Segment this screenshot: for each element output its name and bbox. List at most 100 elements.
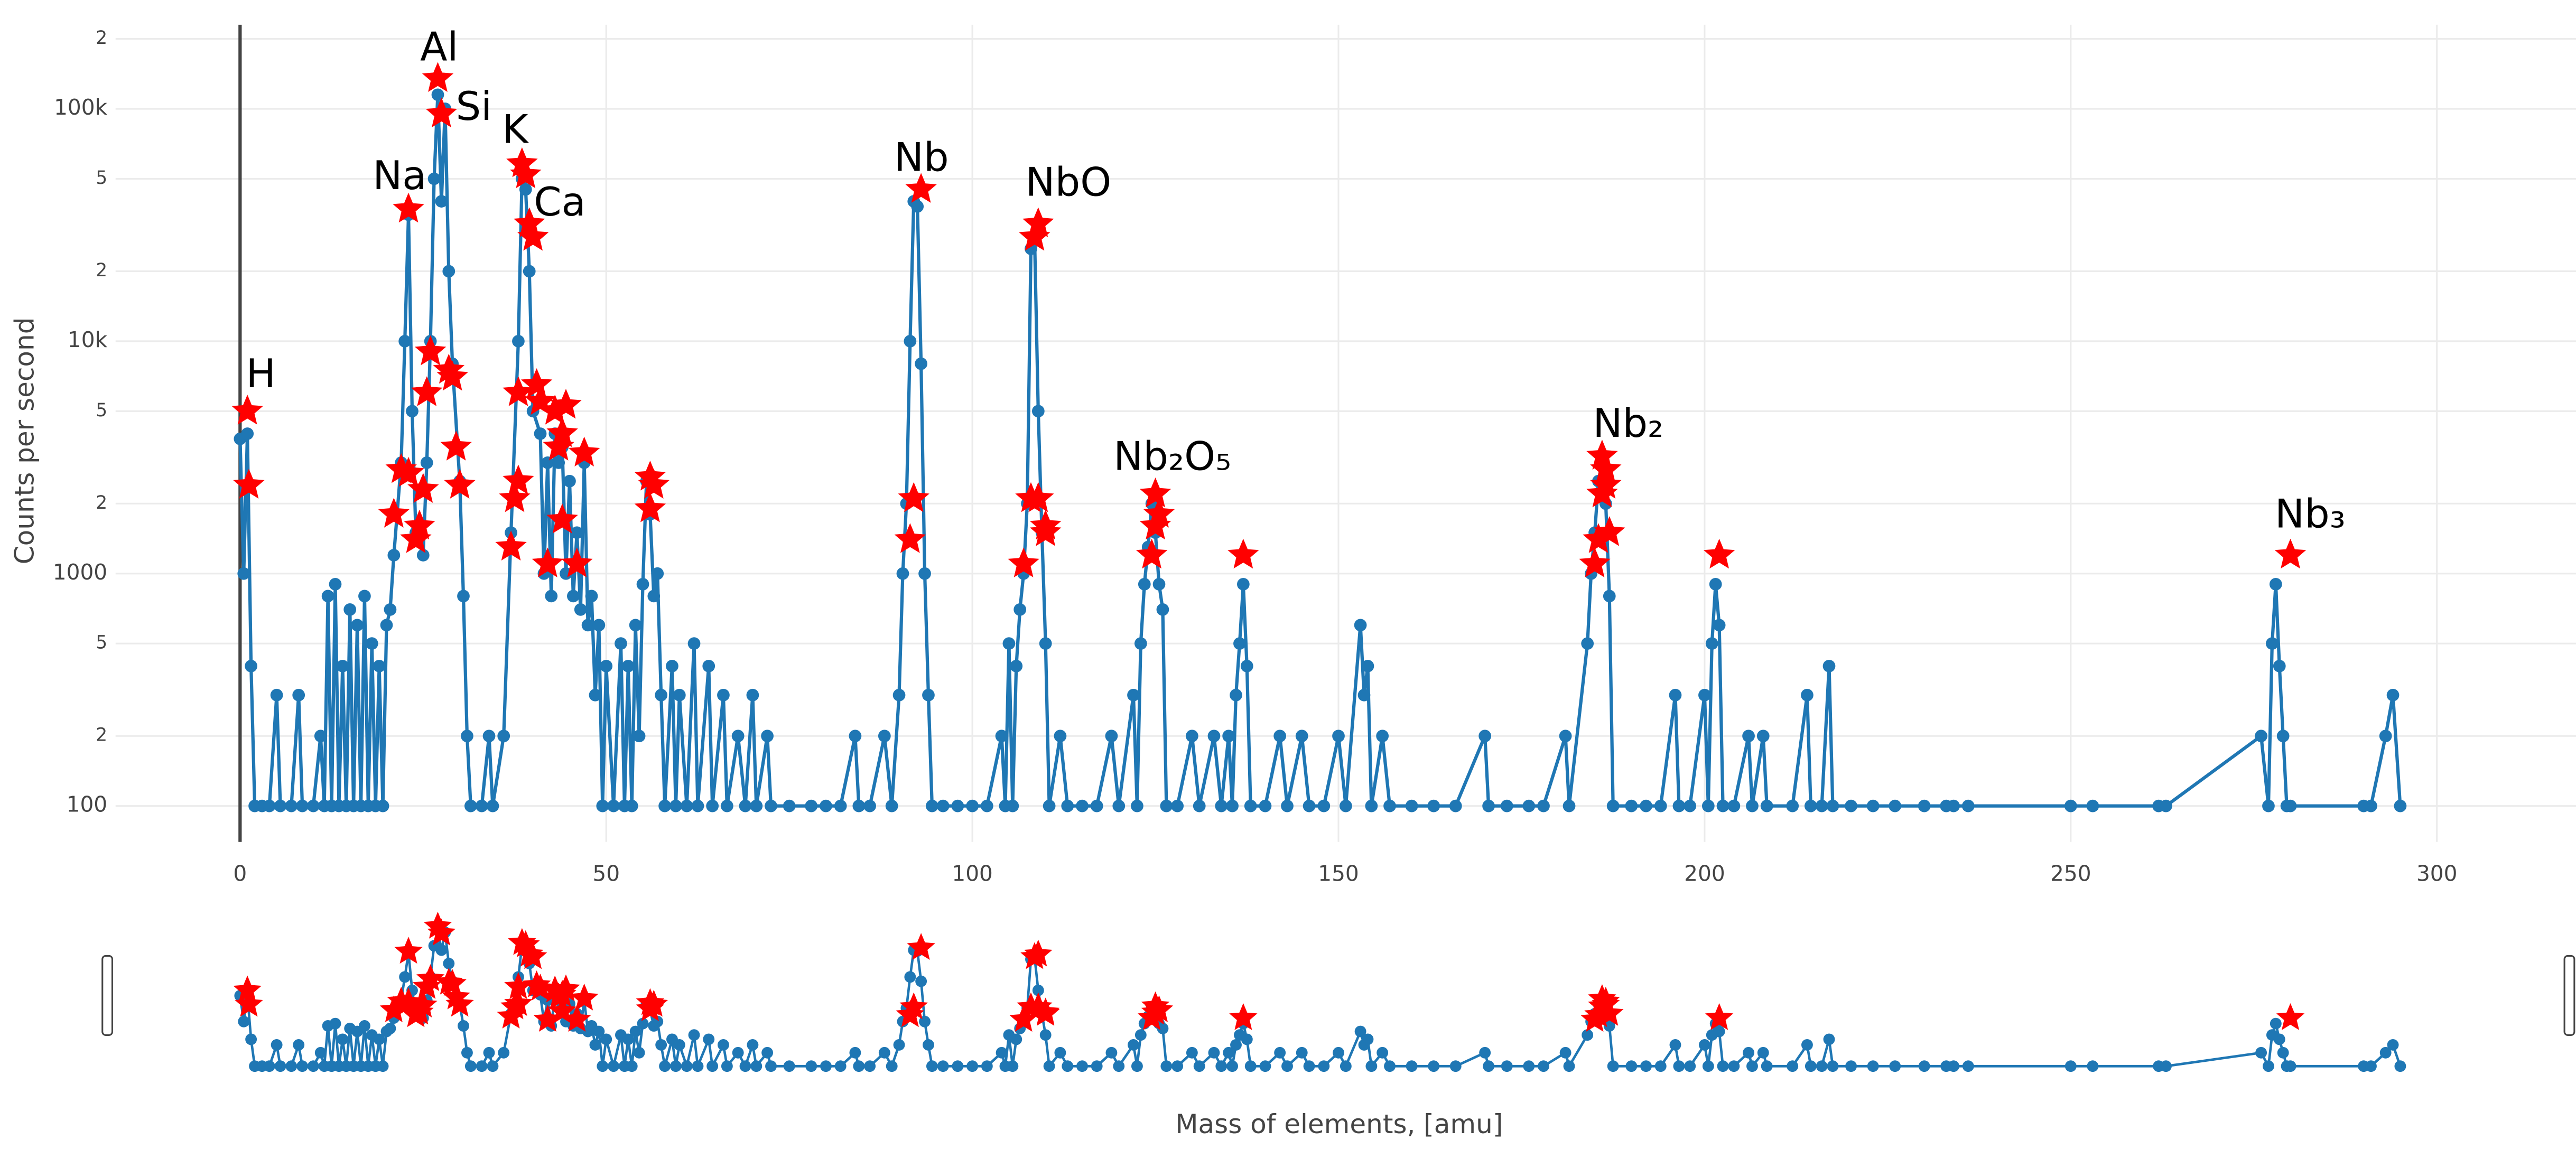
- data-point: [285, 799, 298, 812]
- data-point: [461, 730, 473, 743]
- data-point: [1717, 1060, 1729, 1072]
- data-point: [615, 637, 627, 650]
- data-point: [2262, 799, 2275, 812]
- data-point: [314, 730, 327, 743]
- data-point: [1295, 730, 1308, 743]
- peak-marker: [436, 360, 468, 391]
- data-point: [739, 1060, 751, 1072]
- data-point: [1743, 1046, 1754, 1059]
- data-point: [1889, 1060, 1901, 1072]
- data-point: [666, 659, 678, 672]
- data-point: [1823, 1033, 1835, 1045]
- data-point: [951, 799, 964, 812]
- peak-marker: [1579, 547, 1611, 577]
- range-slider[interactable]: [101, 911, 2575, 1072]
- data-point: [864, 1060, 876, 1072]
- y-tick-label: 5: [96, 632, 107, 653]
- data-point: [1113, 1060, 1125, 1072]
- data-point: [750, 1060, 762, 1072]
- data-point: [1318, 1060, 1330, 1072]
- peak-marker: [570, 983, 599, 1011]
- peak-marker: [378, 498, 410, 528]
- data-point: [687, 637, 701, 650]
- data-point: [1756, 730, 1770, 743]
- data-point: [1746, 799, 1759, 812]
- y-tick-label: 10k: [68, 327, 108, 352]
- data-point: [936, 799, 950, 812]
- peak-marker: [1586, 440, 1618, 470]
- data-point: [2087, 1060, 2099, 1072]
- data-point: [296, 799, 309, 812]
- peak-marker: [510, 158, 542, 189]
- data-point: [358, 1020, 370, 1032]
- peak-annotation: Al: [420, 23, 458, 70]
- data-point: [1478, 730, 1492, 743]
- peak-annotation: Si: [456, 83, 492, 129]
- peak-marker: [518, 942, 547, 969]
- data-point: [1208, 1046, 1220, 1059]
- data-point: [1606, 799, 1620, 812]
- data-point: [1230, 1039, 1242, 1051]
- data-point: [834, 1060, 847, 1072]
- x-tick-label: 300: [2416, 861, 2458, 886]
- data-point: [761, 1046, 774, 1059]
- data-point: [1669, 688, 1682, 702]
- data-point: [1522, 799, 1536, 812]
- data-point: [1449, 799, 1462, 812]
- data-point: [2276, 730, 2290, 743]
- slider-handle-left[interactable]: [101, 955, 114, 1036]
- data-point: [915, 975, 927, 987]
- data-point: [245, 659, 257, 672]
- data-point: [2273, 659, 2286, 672]
- data-point: [1157, 1022, 1169, 1034]
- y-tick-label: 2: [96, 27, 107, 49]
- peak-marker: [495, 530, 527, 560]
- peak-marker: [422, 62, 454, 92]
- peak-marker: [563, 1005, 591, 1032]
- data-point: [1713, 1025, 1725, 1038]
- y-tick-label: 2: [96, 725, 107, 746]
- data-point: [1354, 619, 1367, 632]
- data-point: [911, 200, 924, 213]
- data-point: [1948, 1060, 1960, 1072]
- data-point: [384, 1022, 396, 1034]
- data-point: [1384, 1060, 1396, 1072]
- data-point: [1273, 730, 1287, 743]
- data-point: [1405, 799, 1418, 812]
- data-point: [1705, 637, 1718, 650]
- peak-marker: [539, 395, 571, 425]
- peak-marker: [504, 989, 533, 1016]
- peak-marker: [543, 431, 574, 461]
- data-point: [1962, 1060, 1974, 1072]
- peak-marker: [445, 989, 474, 1017]
- data-point: [1043, 1060, 1055, 1072]
- data-point: [545, 590, 558, 603]
- data-point: [1303, 799, 1316, 812]
- data-point: [263, 1060, 275, 1072]
- slider-handle-right[interactable]: [2563, 955, 2575, 1036]
- data-point: [2277, 1046, 2289, 1059]
- data-point: [1501, 1060, 1513, 1072]
- peak-marker: [414, 335, 447, 366]
- data-point: [622, 1033, 634, 1045]
- data-point: [1226, 799, 1239, 812]
- data-point: [658, 799, 671, 812]
- peak-annotation: Ca: [534, 179, 585, 225]
- data-point: [1760, 799, 1773, 812]
- data-point: [443, 958, 455, 969]
- peak-marker: [905, 173, 937, 203]
- data-point: [384, 603, 397, 616]
- data-point: [1090, 799, 1103, 812]
- peak-marker: [438, 969, 467, 996]
- data-point: [1709, 578, 1722, 591]
- peak-marker: [1229, 1003, 1258, 1030]
- peak-marker: [1022, 482, 1054, 512]
- data-point: [1961, 799, 1975, 812]
- data-point: [849, 730, 862, 743]
- data-point: [852, 799, 866, 812]
- data-point: [669, 799, 682, 812]
- data-point: [482, 730, 496, 743]
- data-point: [896, 567, 909, 580]
- data-point: [1889, 799, 1902, 812]
